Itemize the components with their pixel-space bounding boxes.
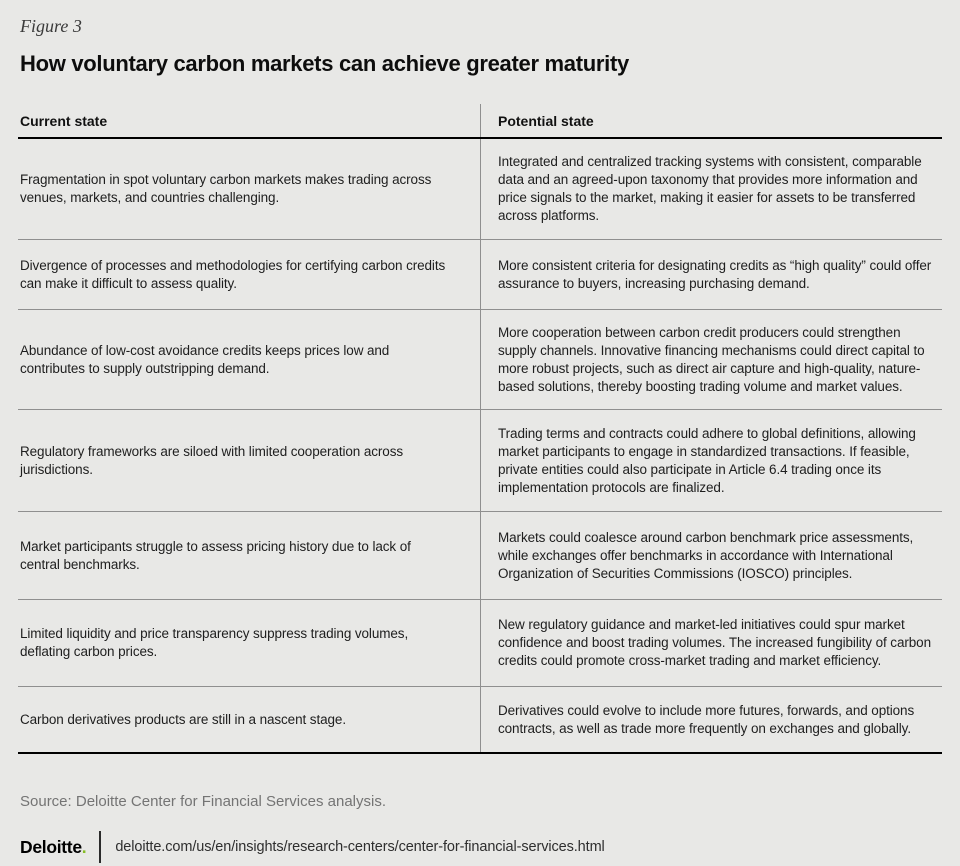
table-row: Fragmentation in spot voluntary carbon m… bbox=[18, 139, 942, 240]
deloitte-logo-text: Deloitte bbox=[20, 836, 82, 857]
cell-text: More cooperation between carbon credit p… bbox=[498, 324, 925, 394]
potential-state-cell: New regulatory guidance and market-led i… bbox=[480, 600, 942, 686]
potential-state-cell: Derivatives could evolve to include more… bbox=[480, 687, 942, 752]
current-state-cell: Carbon derivatives products are still in… bbox=[18, 687, 480, 752]
page-title: How voluntary carbon markets can achieve… bbox=[20, 51, 629, 76]
cell-text: Derivatives could evolve to include more… bbox=[498, 702, 915, 736]
table-row: Regulatory frameworks are siloed with li… bbox=[18, 410, 942, 512]
cell-text: Market participants struggle to assess p… bbox=[20, 538, 411, 572]
cell-text: Abundance of low-cost avoidance credits … bbox=[20, 342, 390, 376]
footer-divider bbox=[99, 831, 102, 863]
current-state-cell: Divergence of processes and methodologie… bbox=[18, 240, 480, 309]
table-row: Carbon derivatives products are still in… bbox=[18, 687, 942, 754]
cell-text: Fragmentation in spot voluntary carbon m… bbox=[20, 172, 432, 205]
column-header-potential-state: Potential state bbox=[480, 104, 942, 137]
comparison-table: Current state Potential state Fragmentat… bbox=[18, 104, 942, 754]
current-state-cell: Fragmentation in spot voluntary carbon m… bbox=[18, 139, 480, 239]
current-state-cell: Market participants struggle to assess p… bbox=[18, 512, 480, 599]
cell-text: More consistent criteria for designating… bbox=[498, 257, 932, 291]
cell-text: Limited liquidity and price transparency… bbox=[20, 626, 409, 659]
source-note: Source: Deloitte Center for Financial Se… bbox=[20, 793, 386, 810]
current-state-cell: Regulatory frameworks are siloed with li… bbox=[18, 410, 480, 511]
potential-state-cell: More consistent criteria for designating… bbox=[480, 240, 942, 309]
footer-brand-bar: Deloitte. deloitte.com/us/en/insights/re… bbox=[20, 831, 960, 863]
cell-text: Trading terms and contracts could adhere… bbox=[498, 425, 916, 495]
potential-state-cell: Trading terms and contracts could adhere… bbox=[480, 410, 942, 511]
footer-url: deloitte.com/us/en/insights/research-cen… bbox=[115, 839, 605, 855]
current-state-cell: Abundance of low-cost avoidance credits … bbox=[18, 310, 480, 409]
cell-text: Divergence of processes and methodologie… bbox=[20, 257, 446, 291]
potential-state-cell: Markets could coalesce around carbon ben… bbox=[480, 512, 942, 599]
cell-text: Markets could coalesce around carbon ben… bbox=[498, 529, 914, 581]
table-row: Divergence of processes and methodologie… bbox=[18, 240, 942, 310]
column-header-current-state: Current state bbox=[20, 112, 108, 129]
cell-text: Carbon derivatives products are still in… bbox=[20, 711, 346, 727]
deloitte-logo: Deloitte. bbox=[20, 836, 87, 858]
figure-label: Figure 3 bbox=[20, 16, 82, 36]
potential-state-cell: Integrated and centralized tracking syst… bbox=[480, 139, 942, 239]
table-row: Abundance of low-cost avoidance credits … bbox=[18, 310, 942, 410]
table-header-row: Current state Potential state bbox=[18, 104, 942, 139]
current-state-cell: Limited liquidity and price transparency… bbox=[18, 600, 480, 686]
cell-text: New regulatory guidance and market-led i… bbox=[498, 617, 931, 668]
cell-text: Regulatory frameworks are siloed with li… bbox=[20, 443, 404, 477]
table-row: Market participants struggle to assess p… bbox=[18, 512, 942, 600]
deloitte-logo-green-dot: . bbox=[81, 836, 87, 857]
potential-state-cell: More cooperation between carbon credit p… bbox=[480, 310, 942, 409]
cell-text: Integrated and centralized tracking syst… bbox=[498, 154, 922, 223]
table-row: Limited liquidity and price transparency… bbox=[18, 600, 942, 687]
